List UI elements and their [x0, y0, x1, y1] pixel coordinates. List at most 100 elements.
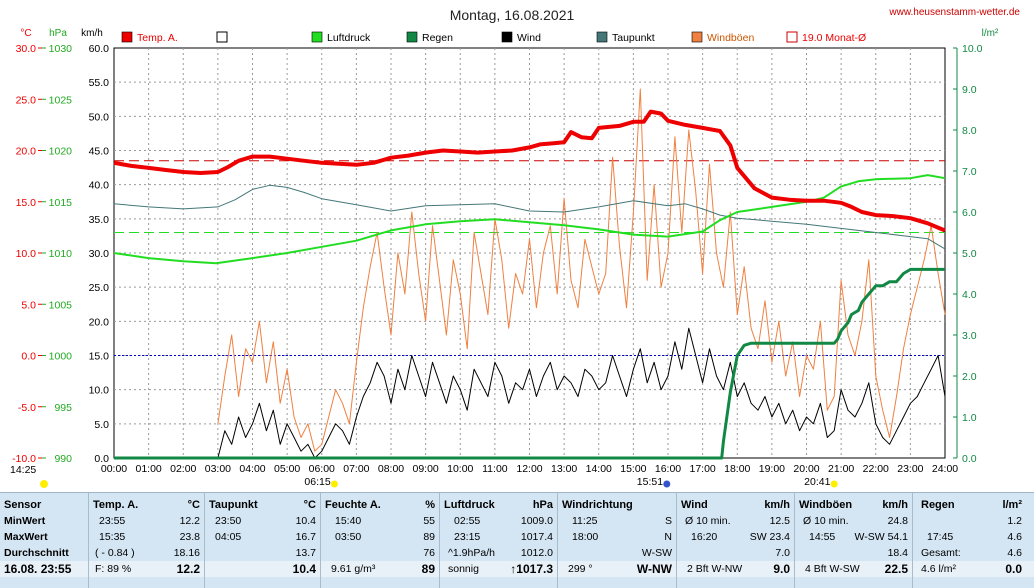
legend-label: 19.0 Monat-Ø — [802, 32, 866, 44]
series-line-regen — [114, 267, 945, 460]
hum-min-time: 15:40 — [335, 515, 362, 527]
x-tick-label: 02:00 — [170, 463, 196, 475]
dew-max: 16.7 — [295, 531, 316, 543]
wind-avg: 7.0 — [775, 547, 790, 559]
x-tick-label: 07:00 — [343, 463, 369, 475]
series-line-luftdruck — [113, 174, 946, 265]
pressure-tick-label: 995 — [54, 402, 72, 414]
gust-bft: 4 Bft W-SW — [805, 563, 860, 575]
x-tick-label: 04:00 — [239, 463, 265, 475]
gust-max: W-SW 54.1 — [854, 531, 908, 543]
hum-unit: % — [425, 499, 435, 511]
press-header: Luftdruck — [444, 499, 495, 511]
maxwert-label: MaxWert — [4, 531, 48, 543]
wind-max: SW 23.4 — [749, 531, 790, 543]
pressure-tick-label: 1025 — [49, 94, 73, 106]
sunset-icon — [830, 480, 838, 488]
rain-unit: l/m² — [1002, 499, 1022, 511]
site-url[interactable]: www.heusenstamm-wetter.de — [888, 7, 1020, 18]
hum-abs: 9.61 g/m³ — [331, 563, 376, 575]
press-min: 1009.0 — [520, 515, 553, 527]
wind-header: Wind — [681, 499, 708, 511]
gust-column: Windböen km/h Ø 10 min. 24.8 14:55 W-SW 54.… — [795, 493, 913, 588]
series-line-tempa — [113, 109, 946, 233]
x-tick-label: 03:00 — [205, 463, 231, 475]
wind-tick-label: 15.0 — [89, 351, 110, 363]
dew-column: Taupunkt °C 23:50 10.4 04:05 16.7 13.7 10.4 — [205, 493, 321, 588]
sunset-time-label: 20:41 — [804, 476, 830, 488]
sun-markers: 14:25 06:15 20:41 15:51 — [10, 464, 838, 488]
wind-bft: 2 Bft W-NW — [687, 563, 743, 575]
pressure-tick-label: 1010 — [49, 248, 73, 260]
x-tick-label: 13:00 — [551, 463, 577, 475]
rain-current-label: 4.6 l/m² — [921, 563, 957, 575]
press-unit: hPa — [532, 499, 553, 511]
x-tick-label: 15:00 — [620, 463, 646, 475]
press-min-time: 02:55 — [454, 515, 481, 527]
rain-tick-label: 10.0 — [962, 43, 983, 55]
press-state: sonnig — [448, 563, 479, 575]
legend-swatch — [786, 31, 798, 43]
press-trend: ^1.9hPa/h — [448, 547, 495, 559]
dir-header: Windrichtung — [562, 499, 633, 511]
temp-avg: 18.16 — [173, 547, 200, 559]
hum-header: Feuchte A. — [325, 499, 381, 511]
chart-series — [113, 88, 946, 460]
hum-max: 89 — [423, 531, 435, 543]
mark-time-label: 15:51 — [637, 476, 663, 488]
wind-tick-label: 30.0 — [89, 248, 110, 260]
dir-column: Windrichtung 11:25 S 18:00 N W-SW 299 ° W-N… — [558, 493, 677, 588]
minwert-label: MinWert — [4, 515, 46, 527]
hum-min: 55 — [423, 515, 435, 527]
dew-min-time: 23:50 — [215, 515, 242, 527]
legend-swatch — [216, 31, 228, 43]
wind-tick-label: 40.0 — [89, 180, 110, 192]
rain-tick-label: 4.0 — [962, 289, 977, 301]
temp-tick-label: 0.0 — [21, 351, 36, 363]
wind-tick-label: 35.0 — [89, 214, 110, 226]
chart-title: Montag, 16.08.2021 — [450, 7, 575, 23]
x-tick-label: 06:00 — [309, 463, 335, 475]
x-tick-label: 08:00 — [378, 463, 404, 475]
rain-total: 4.6 — [1007, 547, 1022, 559]
dir-min: S — [664, 515, 672, 527]
dir-deg: 299 ° — [568, 563, 593, 575]
rain-tick-label: 2.0 — [962, 371, 977, 383]
rain-tick-label: 6.0 — [962, 207, 977, 219]
wind-axis-unit: km/h — [81, 28, 103, 39]
x-tick-label: 19:00 — [759, 463, 785, 475]
wind-tick-label: 50.0 — [89, 111, 110, 123]
rain-tick-label: 0.0 — [962, 453, 977, 465]
rain-r1: 1.2 — [1007, 515, 1022, 527]
sun-icon — [40, 480, 48, 488]
stats-panel: Sensor MinWert MaxWert Durchschnitt 16.0… — [0, 492, 1034, 588]
temp-unit: °C — [187, 499, 200, 511]
sensor-header: Sensor — [4, 499, 42, 511]
pressure-tick-label: 990 — [54, 453, 72, 465]
temp-column: Temp. A. °C 23:55 12.2 15:35 23.8 ( - 0.84 … — [89, 493, 205, 588]
rain-tick-label: 7.0 — [962, 166, 977, 178]
series-line-taupunkt — [113, 184, 946, 250]
dir-current: W-NW — [636, 562, 672, 576]
rain-tick-label: 5.0 — [962, 248, 977, 260]
gust-avg10: 24.8 — [887, 515, 908, 527]
dew-unit: °C — [303, 499, 316, 511]
press-avg: 1012.0 — [520, 547, 553, 559]
temp-tick-label: 30.0 — [16, 43, 37, 55]
temp-tick-label: 20.0 — [16, 146, 37, 158]
legend-label: Taupunkt — [612, 32, 655, 44]
wind-avg10: 12.5 — [769, 515, 790, 527]
x-tick-label: 01:00 — [135, 463, 161, 475]
legend-swatch — [691, 31, 703, 43]
hum-avg: 76 — [423, 547, 435, 559]
x-tick-label: 11:00 — [482, 463, 508, 475]
press-max-time: 23:15 — [454, 531, 481, 543]
x-tick-label: 17:00 — [689, 463, 715, 475]
gust-header: Windböen — [799, 499, 853, 511]
x-tick-label: 24:00 — [932, 463, 958, 475]
temp-tick-label: -5.0 — [18, 402, 36, 414]
dew-header: Taupunkt — [209, 499, 258, 511]
sunrise-icon — [330, 480, 338, 488]
x-tick-label: 12:00 — [516, 463, 542, 475]
chart-grid — [113, 47, 946, 459]
